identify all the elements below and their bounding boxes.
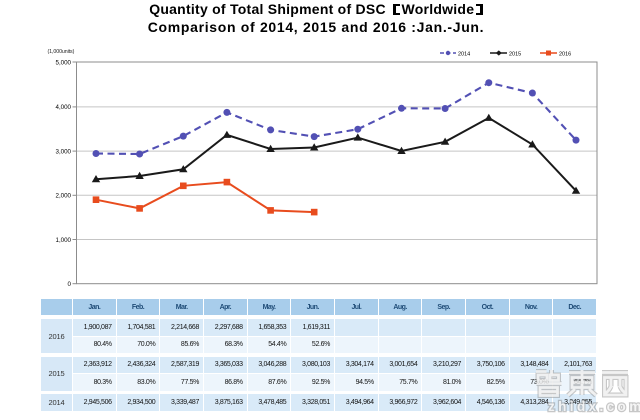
svg-text:2,000: 2,000: [56, 193, 72, 200]
svg-text:0: 0: [68, 281, 72, 288]
svg-text:1,000: 1,000: [56, 237, 72, 244]
svg-text:(1,000units): (1,000units): [48, 49, 75, 55]
svg-text:2015: 2015: [509, 51, 521, 57]
svg-text:2016: 2016: [559, 51, 571, 57]
svg-text:3,000: 3,000: [56, 148, 72, 155]
svg-text:zhidx.com: zhidx.com: [548, 399, 640, 414]
svg-text:2014: 2014: [458, 51, 470, 57]
svg-text:zhidx.com: zhidx.com: [548, 399, 640, 414]
svg-text:4,000: 4,000: [56, 104, 72, 111]
svg-text:5,000: 5,000: [56, 59, 72, 66]
